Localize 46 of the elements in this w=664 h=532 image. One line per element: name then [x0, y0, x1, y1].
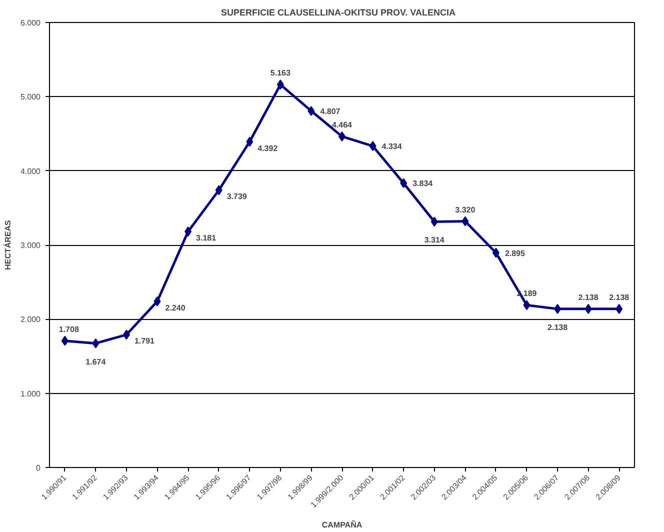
data-label: 4.392 [258, 144, 278, 153]
y-axis-title: HECTÁREAS [2, 219, 12, 270]
y-tick-label: 6.000 [20, 18, 42, 28]
data-label: 3.834 [412, 179, 434, 188]
data-label: 2.895 [504, 248, 526, 258]
data-label: 5.163 [270, 68, 291, 78]
y-tick-label: 1.000 [20, 389, 42, 398]
point [92, 338, 100, 348]
y-tick-label: 4.000 [20, 166, 42, 176]
point [276, 80, 284, 90]
y-tick-label: 3.000 [20, 241, 42, 250]
y-tick-label: 0 [36, 464, 42, 472]
data-label: 3.314 [424, 236, 445, 245]
data-label: 3.181 [196, 234, 217, 243]
point [584, 304, 592, 314]
point [246, 136, 254, 147]
data-label: 1.791 [134, 336, 156, 346]
point [122, 330, 130, 340]
data-label: 3.320 [455, 205, 476, 214]
point [61, 336, 68, 346]
point [400, 178, 408, 188]
point [492, 248, 500, 258]
point [430, 216, 438, 227]
point [369, 141, 376, 152]
data-label: 4.464 [332, 120, 353, 130]
point [523, 300, 530, 310]
point [308, 106, 315, 116]
data-label: 2.138 [578, 292, 599, 302]
point [462, 216, 469, 226]
point [215, 185, 222, 196]
chart-title: SUPERFICIE CLAUSELLINA-OKITSU PROV. VALENCIA [220, 8, 456, 18]
y-tick-label: 2.000 [20, 315, 42, 324]
y-tick-label: 5.000 [20, 92, 42, 102]
data-label: 1.674 [86, 357, 106, 366]
data-label: 2.138 [609, 292, 630, 302]
point [154, 296, 161, 306]
data-label: 1.708 [58, 324, 80, 334]
data-label: 4.807 [320, 106, 341, 116]
data-label: 3.739 [226, 192, 248, 202]
point [184, 226, 192, 237]
data-label: 2.138 [548, 322, 568, 332]
x-axis-title: CAMPAÑA [322, 520, 362, 530]
data-label: 2.240 [165, 303, 186, 312]
point [616, 304, 623, 314]
point [554, 304, 562, 314]
data-label: 4.334 [382, 142, 402, 152]
